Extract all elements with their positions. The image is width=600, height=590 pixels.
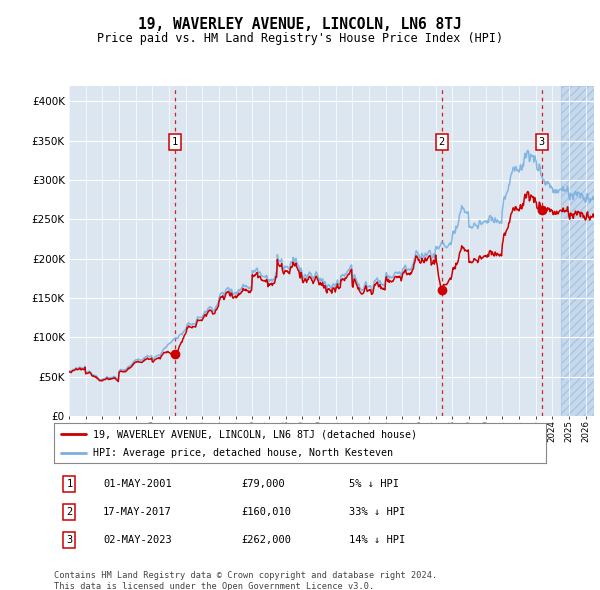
Text: 01-MAY-2001: 01-MAY-2001 <box>103 479 172 489</box>
Text: 17-MAY-2017: 17-MAY-2017 <box>103 507 172 517</box>
Text: 3: 3 <box>539 137 545 147</box>
Text: 2: 2 <box>66 507 73 517</box>
Text: £160,010: £160,010 <box>241 507 291 517</box>
Text: 3: 3 <box>66 535 73 545</box>
Text: 2: 2 <box>439 137 445 147</box>
Text: £79,000: £79,000 <box>241 479 285 489</box>
Text: Contains HM Land Registry data © Crown copyright and database right 2024.
This d: Contains HM Land Registry data © Crown c… <box>54 571 437 590</box>
Text: 5% ↓ HPI: 5% ↓ HPI <box>349 479 399 489</box>
Text: 19, WAVERLEY AVENUE, LINCOLN, LN6 8TJ (detached house): 19, WAVERLEY AVENUE, LINCOLN, LN6 8TJ (d… <box>94 430 418 440</box>
Text: Price paid vs. HM Land Registry's House Price Index (HPI): Price paid vs. HM Land Registry's House … <box>97 32 503 45</box>
Text: 14% ↓ HPI: 14% ↓ HPI <box>349 535 406 545</box>
Text: 19, WAVERLEY AVENUE, LINCOLN, LN6 8TJ: 19, WAVERLEY AVENUE, LINCOLN, LN6 8TJ <box>138 17 462 31</box>
Text: 1: 1 <box>172 137 178 147</box>
Text: 1: 1 <box>66 479 73 489</box>
Bar <box>560 86 594 416</box>
Text: £262,000: £262,000 <box>241 535 291 545</box>
Text: 33% ↓ HPI: 33% ↓ HPI <box>349 507 406 517</box>
Text: HPI: Average price, detached house, North Kesteven: HPI: Average price, detached house, Nort… <box>94 448 394 458</box>
Bar <box>560 86 594 416</box>
Text: 02-MAY-2023: 02-MAY-2023 <box>103 535 172 545</box>
